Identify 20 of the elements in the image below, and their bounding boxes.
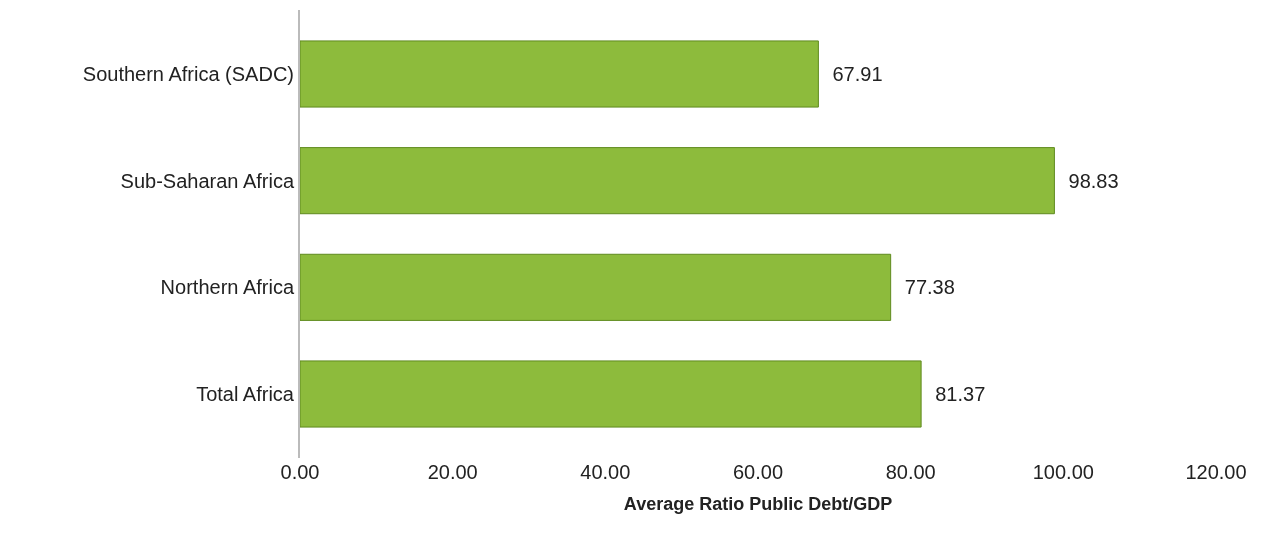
bar — [300, 360, 922, 428]
data-label: 77.38 — [893, 276, 955, 299]
x-tick-label: 20.00 — [427, 461, 478, 483]
x-axis-title: Average Ratio Public Debt/GDP — [623, 494, 893, 515]
x-tick-label: 80.00 — [885, 461, 936, 483]
bar — [300, 253, 892, 321]
bar — [300, 40, 819, 108]
data-label: 67.91 — [821, 63, 883, 85]
y-tick-label: Northern Africa — [160, 276, 295, 299]
x-tick-label: 40.00 — [580, 461, 631, 483]
x-tick-label: 60.00 — [732, 461, 784, 483]
data-label: 98.83 — [1057, 169, 1119, 192]
x-tick-label: 120.00 — [1185, 461, 1247, 483]
y-tick-label: Total Africa — [196, 383, 295, 405]
data-label: 81.37 — [924, 383, 986, 405]
x-tick-label: 100.00 — [1032, 461, 1094, 483]
bar — [300, 147, 1055, 215]
y-tick-label: Southern Africa (SADC) — [82, 63, 294, 85]
y-tick-label: Sub-Saharan Africa — [120, 169, 295, 192]
x-tick-label: 0.00 — [280, 461, 320, 483]
